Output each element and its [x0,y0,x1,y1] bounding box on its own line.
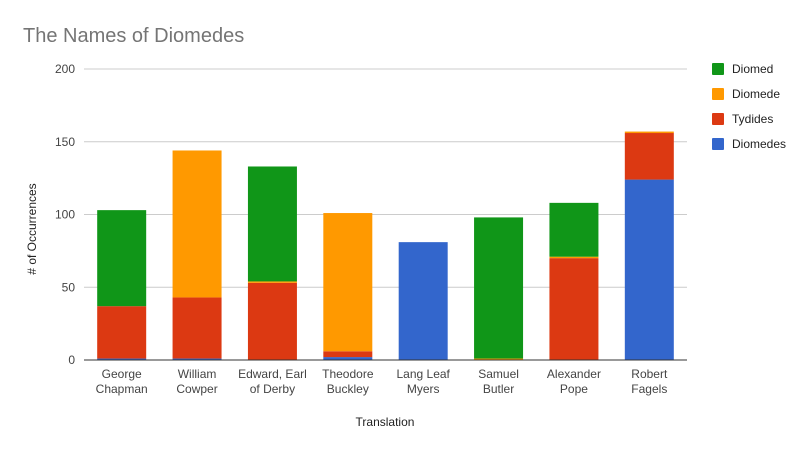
bar-tydides-6 [549,258,599,360]
bar-diomed-2 [247,166,297,282]
x-tick-3-1: Buckley [327,382,369,396]
x-tick-7-0: Robert [631,367,668,381]
y-tick-0: 0 [68,353,75,367]
x-tick-2-0: Edward, Earl [238,367,307,381]
x-tick-6-1: Pope [560,382,588,396]
legend-label-diomedes: Diomedes [732,137,786,151]
x-tick-3-0: Theodore [322,367,374,381]
bar-diomedes-0 [97,358,147,360]
bar-diomede-1 [172,150,222,298]
legend-label-diomed: Diomed [732,62,773,76]
y-tick-labels: 0 50 100 150 200 [55,62,75,367]
bar-tydides-7 [624,133,674,180]
x-tick-5-0: Samuel [478,367,519,381]
bar-tydides-1 [172,297,222,359]
bar-diomede-2 [247,281,297,283]
bar-diomede-7 [624,131,674,134]
bar-diomede-5 [474,358,524,360]
x-tick-7-1: Fagels [631,382,667,396]
legend: Diomed Diomede Tydides Diomedes [712,62,786,151]
x-tick-6-0: Alexander [547,367,601,381]
x-tick-1-0: William [178,367,217,381]
bar-diomed-6 [549,202,599,257]
bar-diomedes-3 [323,357,373,360]
chart-title: The Names of Diomedes [23,25,244,47]
y-tick-2: 100 [55,208,75,222]
bar-diomedes-4 [398,242,448,360]
x-tick-5-1: Butler [483,382,514,396]
x-tick-0-0: George [102,367,142,381]
legend-swatch-diomed [712,63,724,75]
x-tick-2-1: of Derby [250,382,295,396]
y-tick-4: 200 [55,62,75,76]
legend-swatch-diomede [712,88,724,100]
bar-tydides-3 [323,351,373,358]
bar-diomede-6 [549,256,599,259]
bars [97,131,674,360]
y-tick-1: 50 [62,280,76,294]
y-axis-label: # of Occurrences [25,183,39,274]
legend-label-diomede: Diomede [732,87,780,101]
x-tick-4-0: Lang Leaf [396,367,450,381]
bar-diomed-0 [97,210,147,307]
y-tick-3: 150 [55,135,75,149]
legend-label-tydides: Tydides [732,112,773,126]
bar-tydides-0 [97,306,147,359]
x-tick-0-1: Chapman [96,382,148,396]
bar-diomed-5 [474,217,524,359]
bar-diomede-3 [323,213,373,352]
bar-tydides-2 [247,282,297,360]
bar-diomedes-1 [172,358,222,360]
legend-swatch-tydides [712,113,724,125]
legend-swatch-diomedes [712,138,724,150]
bar-diomedes-7 [624,179,674,360]
x-tick-1-1: Cowper [176,382,217,396]
x-tick-4-1: Myers [407,382,440,396]
x-axis-label: Translation [356,415,415,429]
